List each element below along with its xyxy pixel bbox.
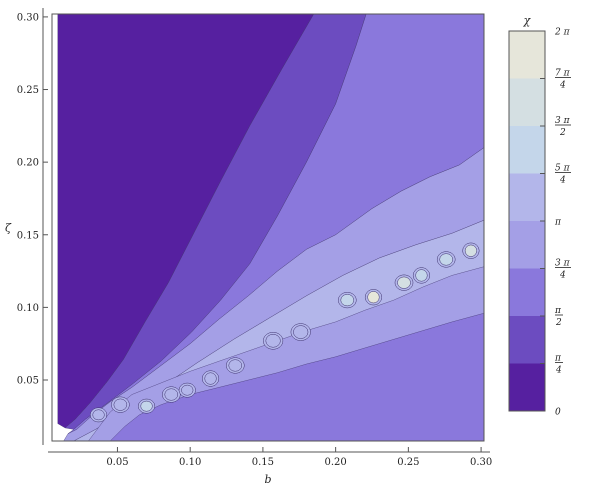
colorbar-legend: 0 π 4 π 2 3 π 4 π 5 π 4 3 π 2 7 π 4 2 π [508, 28, 571, 418]
contour-island-level-4 [113, 398, 128, 411]
plot-frame [51, 13, 485, 442]
x-tick-label: 0.10 [179, 457, 201, 468]
x-tick-label: 0.05 [106, 457, 128, 468]
y-tick-label: 0.30 [17, 12, 39, 23]
contour-island-level-6 [464, 244, 477, 257]
colorbar-band [509, 78, 545, 126]
contour-regions [52, 14, 484, 441]
colorbar-label-numerator: 5 π [555, 164, 571, 174]
y-axis: 0.05 0.10 0.15 0.20 0.25 0.30 [17, 8, 48, 445]
contour-island-level-4 [204, 372, 217, 385]
x-tick-label: 0.20 [325, 457, 347, 468]
y-tick-label: 0.25 [17, 85, 39, 96]
contour-island-level-5 [415, 269, 428, 282]
x-tick-label: 0.25 [397, 457, 419, 468]
colorbar-label-denominator: 4 [555, 366, 562, 376]
colorbar-band [509, 173, 545, 221]
contour-island-level-4 [92, 409, 105, 421]
colorbar-band [509, 221, 545, 269]
contour-island-level-4 [228, 359, 243, 372]
contour-island-level-4 [181, 384, 194, 396]
x-axis: 0.05 0.10 0.15 0.20 0.25 0.30 [48, 447, 492, 468]
colorbar-label-numerator: 3 π [555, 116, 571, 126]
colorbar-band [509, 31, 545, 79]
colorbar-label-denominator: 4 [559, 271, 566, 281]
contour-island-level-5 [439, 253, 453, 266]
contour-island-level-4 [293, 325, 309, 339]
colorbar-band [509, 363, 545, 411]
x-tick-label: 0.15 [252, 457, 274, 468]
y-tick-label: 0.10 [17, 303, 39, 314]
contour-island-level-4 [265, 334, 281, 348]
contour-island-level-5 [340, 294, 355, 307]
contour-islands [89, 242, 480, 423]
contour-island-level-6 [397, 276, 411, 289]
y-tick-label: 0.20 [17, 158, 39, 169]
colorbar-label-numerator: π [554, 306, 562, 316]
colorbar-label: 0 [555, 408, 561, 418]
colorbar-label-numerator: π [554, 354, 562, 364]
colorbar-label: 2 π [554, 28, 571, 38]
colorbar-label: π [554, 218, 562, 228]
colorbar-label-denominator: 2 [559, 128, 566, 138]
y-tick-label: 0.05 [17, 376, 39, 387]
colorbar-label-numerator: 3 π [555, 259, 571, 269]
colorbar-band [509, 126, 545, 174]
colorbar-label-denominator: 4 [559, 176, 566, 186]
x-axis-label: b [264, 473, 271, 486]
colorbar-label-denominator: 4 [559, 81, 566, 91]
colorbar-band [509, 268, 545, 316]
contour-island-level-5 [140, 400, 153, 412]
contour-island-level-7 [367, 291, 380, 304]
contour-island-level-4 [164, 388, 179, 401]
colorbar-label-denominator: 2 [555, 318, 562, 328]
x-tick-label: 0.30 [470, 457, 492, 468]
colorbar-label-numerator: 7 π [555, 69, 571, 79]
y-tick-label: 0.15 [17, 230, 39, 241]
y-axis-label: ζ [5, 222, 12, 235]
colorbar-title: χ [523, 14, 532, 27]
colorbar-band [509, 316, 545, 364]
